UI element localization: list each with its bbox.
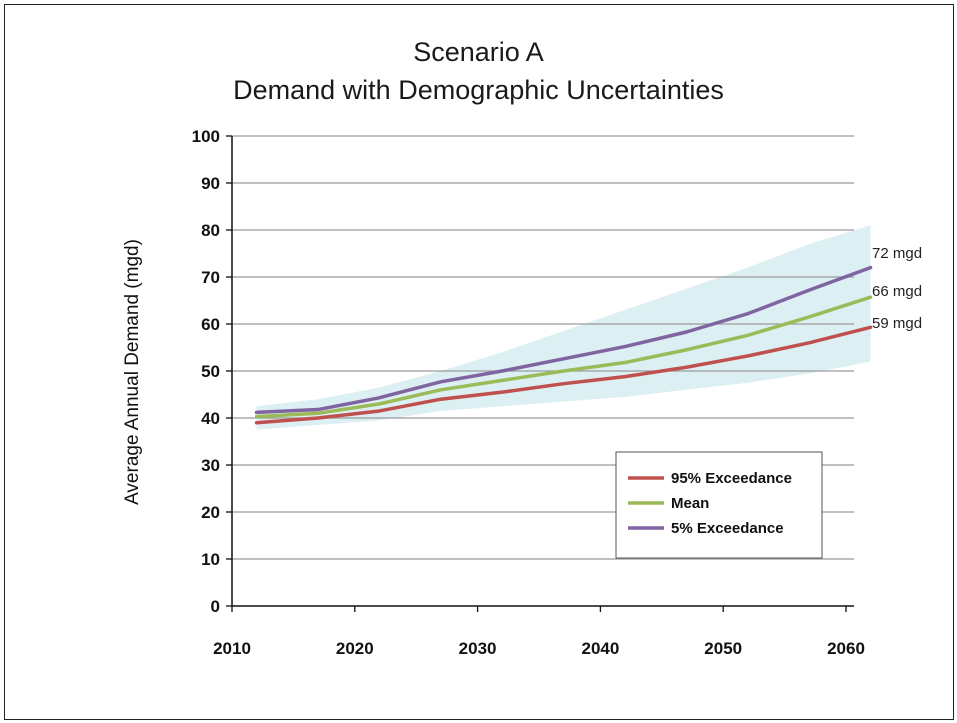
legend-label: 95% Exceedance (671, 470, 792, 487)
y-tick-label: 90 (201, 174, 220, 193)
end-label-layer: 72 mgd 66 mgd 59 mgd (872, 245, 922, 332)
y-tick-label: 0 (211, 597, 220, 616)
y-tick-label: 20 (201, 503, 220, 522)
y-tick-label: 50 (201, 362, 220, 381)
end-value-label: 59 mgd (872, 315, 922, 332)
y-tick-label: 60 (201, 315, 220, 334)
chart-title: Scenario A (413, 37, 544, 67)
y-axis-label: Average Annual Demand (mgd) (122, 239, 143, 505)
series-line-2 (254, 265, 873, 415)
y-tick-label: 10 (201, 550, 220, 569)
end-value-label: 66 mgd (872, 283, 922, 300)
uncertainty-band-layer (256, 225, 871, 430)
x-tick-label: 2040 (581, 639, 619, 658)
end-value-label: 72 mgd (872, 245, 922, 262)
uncertainty-band (256, 225, 871, 430)
x-tick-label: 2020 (336, 639, 374, 658)
legend-label: Mean (671, 495, 709, 512)
x-tick-label: 2030 (459, 639, 497, 658)
x-tick-label: 2010 (213, 639, 251, 658)
y-tick-label: 30 (201, 456, 220, 475)
x-tick-label: 2060 (827, 639, 865, 658)
y-tick-label: 40 (201, 409, 220, 428)
series-line-1 (254, 295, 873, 419)
series-line-0 (254, 325, 873, 425)
legend: 95% Exceedance Mean 5% Exceedance (615, 451, 823, 559)
legend-box (615, 451, 823, 559)
y-tick-label: 100 (192, 127, 220, 146)
x-tick-label: 2050 (704, 639, 742, 658)
y-tick-label: 70 (201, 268, 220, 287)
chart-subtitle: Demand with Demographic Uncertainties (233, 75, 724, 105)
y-tick-label: 80 (201, 221, 220, 240)
legend-label: 5% Exceedance (671, 520, 784, 537)
series-layer (254, 265, 873, 425)
